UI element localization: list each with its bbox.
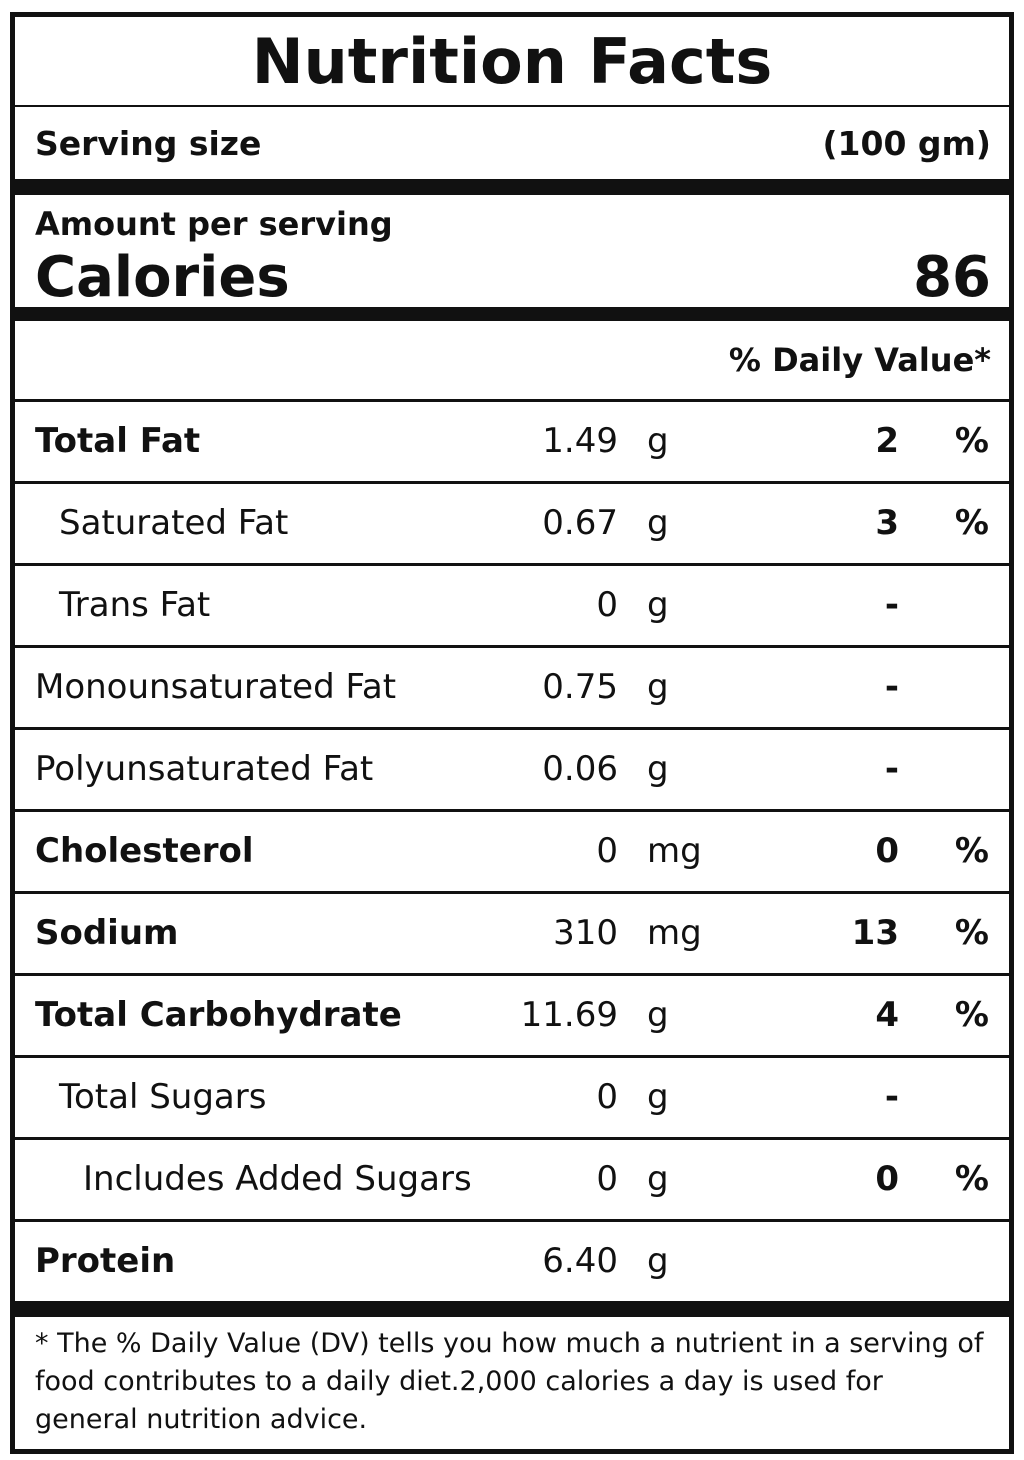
serving-size-label: Serving size (35, 123, 262, 163)
nutrient-row-total-carbohydrate: Total Carbohydrate 11.69 g 4 % (15, 976, 1009, 1058)
label-title: Nutrition Facts (15, 17, 1009, 107)
nutrient-name: Total Carbohydrate (35, 995, 402, 1035)
nutrient-daily-value: 4 (875, 995, 899, 1035)
nutrient-amount: 0 (596, 831, 618, 871)
nutrient-unit: g (647, 1077, 669, 1117)
nutrient-daily-value: - (884, 749, 899, 789)
nutrient-amount: 0.75 (542, 667, 618, 707)
serving-size-row: Serving size (100 gm) (15, 107, 1009, 195)
serving-size-value: (100 gm) (822, 123, 991, 163)
nutrient-name: Trans Fat (59, 585, 211, 625)
nutrient-percent-sign: % (954, 831, 989, 871)
nutrient-unit: g (647, 1241, 669, 1281)
amount-per-serving-label: Amount per serving (35, 205, 393, 243)
nutrient-unit: g (647, 1159, 669, 1199)
nutrient-amount: 0 (596, 585, 618, 625)
nutrient-amount: 11.69 (520, 995, 618, 1035)
nutrient-daily-value: - (884, 1077, 899, 1117)
nutrient-unit: mg (647, 913, 702, 953)
nutrient-daily-value: - (884, 667, 899, 707)
nutrient-daily-value: 13 (851, 913, 899, 953)
nutrient-name: Total Fat (35, 421, 201, 461)
nutrient-unit: g (647, 585, 669, 625)
calories-row: Calories 86 (35, 244, 991, 310)
nutrient-daily-value: - (884, 585, 899, 625)
nutrient-amount: 0.06 (542, 749, 618, 789)
nutrient-amount: 1.49 (542, 421, 618, 461)
nutrient-name: Monounsaturated Fat (35, 667, 397, 707)
nutrient-percent-sign: % (954, 1159, 989, 1199)
daily-value-footnote: * The % Daily Value (DV) tells you how m… (35, 1328, 984, 1435)
nutrient-row-total-fat: Total Fat 1.49 g 2 % (15, 402, 1009, 484)
nutrient-row-sodium: Sodium 310 mg 13 % (15, 894, 1009, 976)
nutrient-row-total-sugars: Total Sugars 0 g - (15, 1058, 1009, 1140)
nutrient-name: Saturated Fat (59, 503, 289, 543)
nutrient-name: Protein (35, 1241, 176, 1281)
nutrient-daily-value: 0 (875, 831, 899, 871)
nutrient-row-added-sugars: Includes Added Sugars 0 g 0 % (15, 1140, 1009, 1222)
nutrient-percent-sign: % (954, 913, 989, 953)
nutrient-row-monounsaturated-fat: Monounsaturated Fat 0.75 g - (15, 648, 1009, 730)
nutrient-unit: g (647, 749, 669, 789)
nutrient-unit: g (647, 995, 669, 1035)
nutrient-percent-sign: % (954, 995, 989, 1035)
nutrient-row-protein: Protein 6.40 g (15, 1222, 1009, 1317)
nutrient-daily-value: 3 (875, 503, 899, 543)
nutrient-row-cholesterol: Cholesterol 0 mg 0 % (15, 812, 1009, 894)
nutrient-amount: 6.40 (542, 1241, 618, 1281)
nutrient-row-polyunsaturated-fat: Polyunsaturated Fat 0.06 g - (15, 730, 1009, 812)
nutrient-amount: 310 (553, 913, 618, 953)
nutrient-percent-sign: % (954, 503, 989, 543)
nutrient-amount: 0.67 (542, 503, 618, 543)
nutrient-unit: g (647, 421, 669, 461)
calories-value: 86 (913, 244, 991, 310)
nutrient-unit: mg (647, 831, 702, 871)
nutrient-name: Polyunsaturated Fat (35, 749, 374, 789)
nutrient-daily-value: 2 (875, 421, 899, 461)
nutrient-row-saturated-fat: Saturated Fat 0.67 g 3 % (15, 484, 1009, 566)
nutrient-row-trans-fat: Trans Fat 0 g - (15, 566, 1009, 648)
nutrient-unit: g (647, 667, 669, 707)
nutrient-name: Includes Added Sugars (83, 1159, 472, 1199)
daily-value-header: % Daily Value* (15, 321, 1009, 402)
nutrient-amount: 0 (596, 1077, 618, 1117)
calories-section: Amount per serving Calories 86 (15, 195, 1009, 321)
nutrient-name: Cholesterol (35, 831, 254, 871)
nutrient-percent-sign: % (954, 421, 989, 461)
nutrient-name: Total Sugars (59, 1077, 267, 1117)
nutrient-name: Sodium (35, 913, 179, 953)
nutrition-facts-label: Nutrition Facts Serving size (100 gm) Am… (10, 12, 1014, 1454)
calories-label: Calories (35, 244, 290, 310)
nutrient-unit: g (647, 503, 669, 543)
nutrient-amount: 0 (596, 1159, 618, 1199)
nutrient-daily-value: 0 (875, 1159, 899, 1199)
